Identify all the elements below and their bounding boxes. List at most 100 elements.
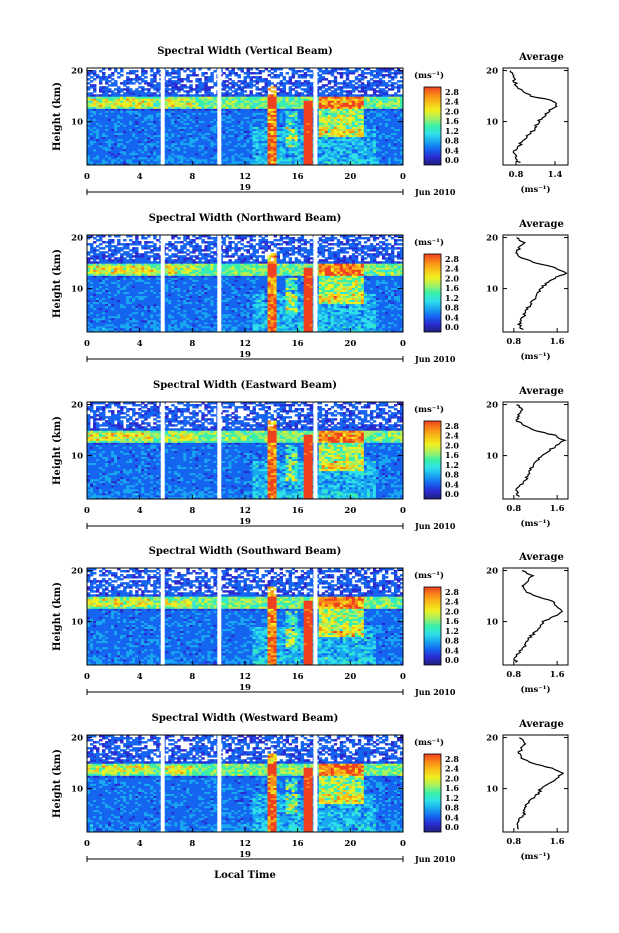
heatmap-cell xyxy=(87,257,90,259)
heatmap-cell xyxy=(271,94,274,96)
heatmap-cell xyxy=(174,92,177,94)
heatmap-cell xyxy=(382,74,385,76)
heatmap-cell xyxy=(228,92,231,94)
heatmap-cell xyxy=(129,78,132,80)
heatmap-cell xyxy=(367,72,370,74)
heatmap-cell xyxy=(382,88,385,90)
heatmap-cell xyxy=(334,88,337,90)
colorbar-tick-label: 0.8 xyxy=(445,136,459,146)
heatmap-cell xyxy=(307,80,310,82)
heatmap-cell xyxy=(201,82,204,84)
heatmap-cell xyxy=(153,84,156,86)
heatmap-cell xyxy=(259,70,262,72)
heatmap-cell xyxy=(105,245,108,247)
data-gap xyxy=(161,68,165,165)
heatmap-cell xyxy=(117,72,120,74)
heatmap-cell xyxy=(388,84,391,86)
heatmap-cell xyxy=(349,70,352,72)
heatmap-cell xyxy=(111,259,114,261)
heatmap-cell xyxy=(364,76,367,78)
heatmap-cell xyxy=(298,80,301,82)
heatmap-cell xyxy=(244,90,247,92)
heatmap-cell xyxy=(325,84,328,86)
heatmap-cell xyxy=(168,72,171,74)
heatmap-cell xyxy=(201,72,204,74)
heatmap-cell xyxy=(373,80,376,82)
heatmap-cell xyxy=(114,80,117,82)
heatmap-cell xyxy=(141,86,144,88)
heatmap-cell xyxy=(105,86,108,88)
heatmap-cell xyxy=(99,94,102,96)
heatmap-cell xyxy=(394,70,397,72)
panel-1: Spectral Width (Northward Beam)1020Heigh… xyxy=(52,213,568,364)
heatmap-cell xyxy=(298,74,301,76)
heatmap-cell xyxy=(334,76,337,78)
heatmap-cell xyxy=(373,70,376,72)
heatmap-cell xyxy=(144,70,147,72)
y-tick-label: 10 xyxy=(71,118,83,128)
heatmap-cell xyxy=(262,78,265,80)
heatmap-cell xyxy=(144,92,147,94)
heatmap-cell xyxy=(280,88,283,90)
heatmap-cell xyxy=(259,88,262,90)
heatmap-cell xyxy=(295,70,298,72)
heatmap-cell xyxy=(352,84,355,86)
heatmap-cell xyxy=(310,74,313,76)
heatmap-cell xyxy=(277,92,280,94)
heatmap-cell xyxy=(331,90,334,92)
heatmap-cell xyxy=(391,76,394,78)
heatmap-cell xyxy=(231,90,234,92)
heatmap-cell xyxy=(87,86,90,88)
heatmap-cell xyxy=(222,72,225,74)
heatmap-cell xyxy=(147,88,150,90)
heatmap-cell xyxy=(90,243,93,245)
heatmap-cell xyxy=(397,84,400,86)
heatmap-cell xyxy=(394,82,397,84)
heatmap-cell xyxy=(319,86,322,88)
heatmap-cell xyxy=(289,76,292,78)
profile-x-tick-label: 1.4 xyxy=(548,170,563,180)
heatmap-cell xyxy=(198,78,201,80)
heatmap-cell xyxy=(111,239,114,241)
heatmap-cell xyxy=(87,82,90,84)
profile-x-label: (ms⁻¹) xyxy=(520,184,550,195)
heatmap-cell xyxy=(358,94,361,96)
heatmap-cell xyxy=(189,74,192,76)
heatmap-cell xyxy=(256,92,259,94)
heatmap-cell xyxy=(117,76,120,78)
profile-frame xyxy=(503,68,568,165)
heatmap-cell xyxy=(319,92,322,94)
heatmap-cell xyxy=(147,82,150,84)
heatmap-cell xyxy=(138,76,141,78)
heatmap-cell xyxy=(114,92,117,94)
heatmap-cell xyxy=(105,251,108,253)
heatmap-cell xyxy=(385,82,388,84)
heatmap-cell xyxy=(96,94,99,96)
heatmap-cell xyxy=(90,76,93,78)
heatmap-cell xyxy=(268,70,271,72)
heatmap-cell xyxy=(337,82,340,84)
profile-y-tick-label: 20 xyxy=(486,67,498,77)
y-axis-label: Height (km) xyxy=(52,82,63,151)
heatmap-cell xyxy=(379,78,382,80)
heatmap-cell xyxy=(352,94,355,96)
heatmap-cell xyxy=(322,90,325,92)
heatmap-cell xyxy=(150,74,153,76)
heatmap-cell xyxy=(186,74,189,76)
heatmap-cell xyxy=(132,90,135,92)
x-tick-label: 0 xyxy=(400,172,406,182)
heatmap-cell xyxy=(376,90,379,92)
heatmap-cell xyxy=(355,76,358,78)
heatmap-cell xyxy=(247,94,250,96)
heatmap-cell xyxy=(105,255,108,257)
heatmap-cell xyxy=(207,86,210,88)
heatmap-cell xyxy=(394,86,397,88)
heatmap-cell xyxy=(108,84,111,86)
heatmap-cell xyxy=(105,76,108,78)
x-tick-label: 8 xyxy=(189,172,195,182)
heatmap-cell xyxy=(397,80,400,82)
heatmap-cell xyxy=(153,92,156,94)
heatmap-cell xyxy=(280,72,283,74)
colorbar xyxy=(424,87,441,165)
heatmap-cell xyxy=(361,82,364,84)
